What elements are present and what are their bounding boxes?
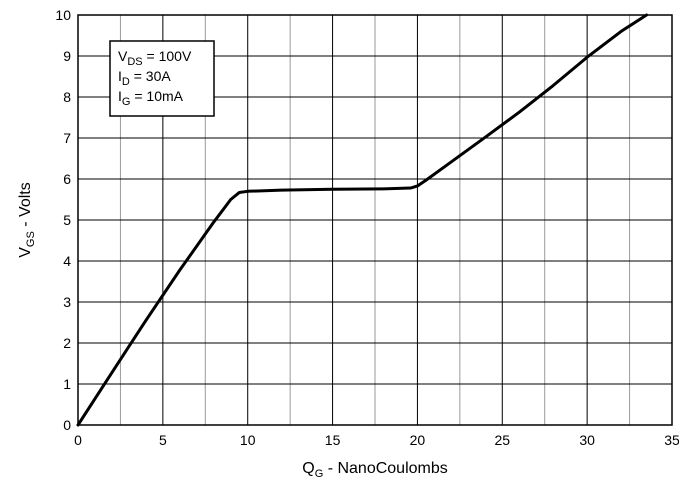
- x-tick-label: 35: [664, 432, 679, 448]
- y-axis-title: VGS - Volts: [17, 182, 37, 257]
- grid: [78, 15, 672, 425]
- y-tick-label: 6: [63, 171, 71, 187]
- x-tick-label: 25: [494, 432, 510, 448]
- condition-line: VDS = 100V: [118, 48, 192, 68]
- y-tick-label: 9: [63, 48, 71, 64]
- x-tick-label: 20: [410, 432, 426, 448]
- y-tick-label: 2: [63, 335, 71, 351]
- gate-charge-curve: [76, 13, 649, 427]
- x-tick-label: 30: [579, 432, 595, 448]
- y-tick-label: 4: [63, 253, 71, 269]
- y-tick-label: 0: [63, 417, 71, 433]
- y-tick-label: 10: [55, 7, 71, 23]
- curve-layer: [76, 13, 649, 427]
- x-tick-label: 15: [325, 432, 341, 448]
- conditions-box: [109, 40, 215, 117]
- plot-frame: [77, 14, 673, 426]
- y-tick-label: 1: [63, 376, 71, 392]
- y-tick-label: 5: [63, 212, 71, 228]
- condition-line: IG = 10mA: [118, 88, 184, 108]
- x-tick-label: 0: [74, 432, 82, 448]
- y-tick-label: 8: [63, 89, 71, 105]
- y-tick-label: 7: [63, 130, 71, 146]
- y-tick-label: 3: [63, 294, 71, 310]
- x-tick-label: 10: [240, 432, 256, 448]
- condition-line: ID = 30A: [118, 68, 171, 88]
- x-tick-label: 5: [159, 432, 167, 448]
- x-axis-title: QG - NanoCoulombs: [302, 460, 448, 480]
- tick-labels: 0 5 10 15 20 25 30 35 0 1 2 3 4 5 6 7 8 9 10: [55, 7, 679, 448]
